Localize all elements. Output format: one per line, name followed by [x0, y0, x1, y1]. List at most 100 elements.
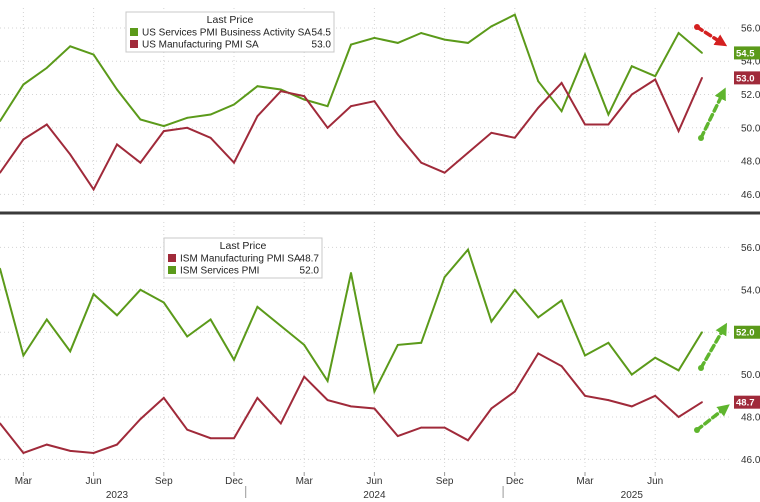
y-tick-label: 46.0 [741, 190, 760, 201]
data-point [303, 375, 306, 378]
data-point [233, 103, 235, 106]
x-tick-label: Jun [366, 476, 382, 487]
data-point [467, 439, 469, 442]
data-point [45, 318, 48, 321]
last-value-label: 52.0 [736, 328, 755, 339]
data-point [584, 123, 586, 126]
data-point [420, 161, 423, 164]
data-point [92, 452, 95, 454]
arrow-layer [694, 24, 730, 433]
last-value-tag [734, 71, 760, 85]
legend-swatch [168, 254, 176, 262]
data-point [279, 422, 282, 425]
data-point [373, 390, 376, 393]
data-point [443, 426, 446, 429]
legend-box [163, 237, 323, 279]
y-tick-label: 54.0 [741, 57, 760, 68]
legend-box [125, 11, 335, 53]
data-point [373, 407, 376, 410]
data-point [303, 344, 306, 346]
data-point [116, 88, 118, 91]
data-point [654, 356, 657, 359]
data-point [162, 130, 165, 133]
data-point [209, 136, 212, 139]
x-tick-label: Jun [86, 476, 102, 487]
data-point [607, 341, 610, 344]
data-point [45, 66, 48, 69]
x-year-label: 2024 [363, 490, 386, 501]
data-point [420, 426, 423, 429]
data-point [677, 416, 680, 418]
last-value-tag [734, 46, 760, 60]
data-point [373, 37, 376, 39]
data-point [139, 161, 142, 164]
data-point [654, 394, 657, 397]
data-point [0, 267, 1, 270]
data-point [630, 65, 633, 68]
data-point [139, 418, 142, 421]
data-point [186, 116, 189, 119]
data-point [116, 443, 118, 446]
last-value-tag [734, 395, 760, 409]
y-tick-label: 52.0 [741, 90, 760, 101]
data-point [162, 397, 165, 399]
data-point [22, 138, 25, 141]
last-value-label: 53.0 [736, 73, 755, 84]
legend-swatch [130, 40, 138, 48]
legend-series-name: US Services PMI Business Activity SA [142, 28, 311, 39]
data-point [92, 53, 95, 56]
data-point [490, 320, 493, 323]
data-point [162, 125, 165, 128]
series-layer [0, 13, 703, 455]
data-point [560, 110, 563, 113]
data-point [116, 314, 118, 317]
data-point [560, 365, 563, 368]
series-line [0, 352, 703, 455]
data-point [350, 43, 352, 46]
data-point [654, 75, 657, 78]
x-tick-label: Mar [296, 476, 314, 487]
data-point [209, 318, 212, 321]
data-point [350, 271, 352, 274]
data-point [560, 81, 563, 84]
legend-title: Last Price [207, 14, 254, 26]
data-point [513, 136, 516, 139]
data-point [420, 341, 423, 344]
legend-layer: Last Price US Services PMI Business Activ… [125, 11, 335, 279]
y-tick-label: 48.0 [741, 157, 760, 168]
data-point [560, 299, 563, 302]
series-line [0, 13, 703, 128]
legend-swatch [130, 28, 138, 36]
data-point [45, 123, 48, 126]
data-point [256, 115, 259, 118]
data-point [69, 450, 72, 452]
legend-series-value: 52.0 [300, 266, 320, 277]
data-point [279, 324, 282, 327]
data-point [233, 358, 235, 361]
data-point [443, 38, 446, 41]
data-point [303, 95, 306, 98]
down-arrow-annotation [695, 25, 728, 47]
data-point [69, 153, 72, 156]
last-value-label: 48.7 [736, 398, 755, 409]
data-point [630, 373, 633, 376]
data-point [22, 354, 25, 357]
data-point [513, 390, 516, 393]
data-point [0, 171, 1, 174]
data-point [326, 105, 329, 108]
x-year-label: 2023 [106, 490, 129, 501]
data-point [396, 435, 399, 437]
x-tick-label: Sep [155, 476, 173, 487]
data-point [607, 399, 610, 401]
data-point [467, 151, 469, 154]
data-point [69, 45, 72, 48]
data-point [69, 350, 72, 353]
data-point [350, 405, 352, 408]
up-arrow-annotation [695, 404, 730, 432]
data-point [209, 437, 212, 440]
arrow-tail-dot [694, 427, 700, 433]
legend-swatch [168, 266, 176, 274]
up-arrow-annotation [699, 322, 728, 370]
data-point [373, 100, 376, 103]
